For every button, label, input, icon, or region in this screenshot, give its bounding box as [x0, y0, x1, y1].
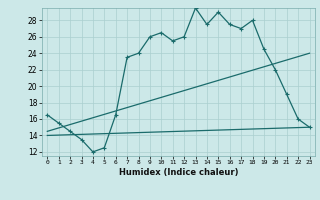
X-axis label: Humidex (Indice chaleur): Humidex (Indice chaleur): [119, 168, 238, 177]
